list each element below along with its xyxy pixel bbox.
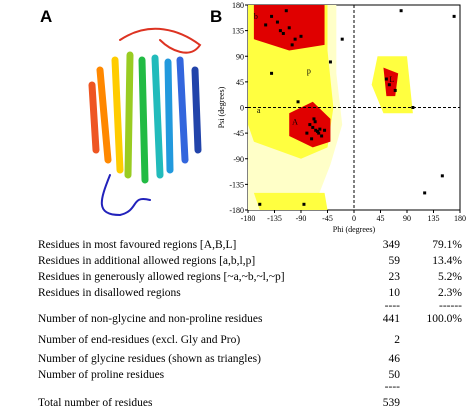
row-label: Number of end-residues (excl. Gly and Pr… bbox=[38, 334, 240, 346]
residue-point bbox=[302, 202, 306, 206]
residue-point bbox=[281, 31, 285, 35]
y-axis-label: Psi (degrees) bbox=[217, 86, 226, 128]
residue-point bbox=[284, 9, 288, 13]
row-label: Number of glycine residues (shown as tri… bbox=[38, 353, 261, 365]
row-percent: 2.3% bbox=[438, 287, 462, 299]
row-label: Total number of residues bbox=[38, 397, 153, 409]
x-tick-label: 135 bbox=[428, 214, 440, 223]
row-label: Residues in generously allowed regions [… bbox=[38, 271, 285, 283]
row-percent: ------ bbox=[439, 300, 462, 312]
row-count: 349 bbox=[383, 239, 401, 251]
residue-point bbox=[299, 34, 303, 38]
x-tick-label: 180 bbox=[454, 214, 466, 223]
residue-point bbox=[452, 14, 456, 18]
residue-point bbox=[318, 127, 322, 131]
panel-label: A bbox=[40, 7, 52, 26]
row-count: ---- bbox=[385, 381, 400, 393]
x-tick-label: -90 bbox=[296, 214, 307, 223]
row-label: Residues in additional allowed regions [… bbox=[38, 255, 255, 267]
row-count: 59 bbox=[389, 255, 401, 267]
row-percent: 13.4% bbox=[432, 255, 462, 267]
x-tick-label: 90 bbox=[403, 214, 411, 223]
residue-point bbox=[393, 88, 397, 92]
row-percent: 79.1% bbox=[432, 239, 462, 251]
residue-point bbox=[399, 9, 403, 13]
residue-point bbox=[296, 100, 300, 104]
y-tick-label: -180 bbox=[229, 206, 244, 215]
protein-structure bbox=[88, 27, 202, 217]
row-label: Number of proline residues bbox=[38, 369, 165, 381]
x-tick-label: -135 bbox=[267, 214, 282, 223]
residue-point bbox=[311, 125, 315, 129]
residue-point bbox=[278, 29, 282, 33]
residue-point bbox=[320, 134, 324, 138]
region-label: a bbox=[257, 106, 261, 115]
y-tick-label: 0 bbox=[240, 104, 244, 113]
y-tick-label: 135 bbox=[232, 27, 244, 36]
row-count: 441 bbox=[383, 313, 401, 325]
row-count: 539 bbox=[383, 397, 401, 409]
residue-point bbox=[328, 60, 332, 64]
residue-point bbox=[310, 137, 314, 141]
statistics-table: Residues in most favoured regions [A,B,L… bbox=[38, 239, 462, 409]
ramachandran-plot: b A La p -180 -135 -90 -45 0 45 90 135 180 -180 -135 -9… bbox=[217, 1, 466, 234]
residue-point bbox=[275, 20, 279, 24]
row-count: 46 bbox=[389, 353, 401, 365]
region-label: A bbox=[292, 118, 298, 127]
row-label: Number of non-glycine and non-proline re… bbox=[38, 313, 263, 325]
residue-point bbox=[314, 128, 318, 132]
residue-point bbox=[290, 43, 294, 47]
residue-point bbox=[387, 83, 391, 87]
row-count: 23 bbox=[389, 271, 401, 283]
row-count: 10 bbox=[389, 287, 401, 299]
residue-point bbox=[340, 37, 344, 41]
residue-point bbox=[305, 131, 309, 135]
x-tick-label: 0 bbox=[352, 214, 356, 223]
residue-point bbox=[317, 131, 321, 135]
residue-point bbox=[323, 128, 327, 132]
row-label: Residues in disallowed regions bbox=[38, 287, 181, 299]
y-tick-label: 90 bbox=[236, 52, 244, 61]
row-label: Residues in most favoured regions [A,B,L… bbox=[38, 239, 236, 251]
y-tick-label: 180 bbox=[232, 1, 244, 10]
residue-point bbox=[293, 37, 297, 41]
residue-point bbox=[308, 123, 312, 127]
y-tick-label: -90 bbox=[233, 155, 244, 164]
panel-label: B bbox=[210, 7, 222, 26]
residue-point bbox=[313, 120, 317, 124]
y-tick-label: -135 bbox=[229, 180, 244, 189]
x-tick-label: 45 bbox=[377, 214, 385, 223]
residue-point bbox=[258, 202, 262, 206]
residue-point bbox=[440, 174, 444, 178]
x-tick-label: -45 bbox=[322, 214, 333, 223]
allowed-region bbox=[253, 192, 328, 210]
row-percent: 5.2% bbox=[438, 271, 462, 283]
residue-point bbox=[423, 191, 427, 195]
residue-point bbox=[315, 129, 319, 133]
x-axis-label: Phi (degrees) bbox=[333, 225, 376, 234]
region-label: b bbox=[254, 12, 258, 21]
row-count: ---- bbox=[385, 300, 400, 312]
y-tick-label: -45 bbox=[233, 129, 244, 138]
row-count: 2 bbox=[394, 334, 400, 346]
region-label: L bbox=[389, 75, 394, 84]
residue-point bbox=[270, 71, 274, 75]
x-tick-label: -180 bbox=[241, 214, 256, 223]
row-count: 50 bbox=[389, 369, 401, 381]
residue-point bbox=[270, 14, 274, 18]
residue-point bbox=[384, 77, 388, 81]
residue-point bbox=[312, 117, 316, 121]
residue-point bbox=[287, 26, 291, 30]
residue-point bbox=[411, 106, 415, 109]
row-percent: 100.0% bbox=[427, 313, 463, 325]
residue-point bbox=[264, 23, 268, 27]
y-tick-label: 45 bbox=[236, 78, 244, 87]
region-label: p bbox=[307, 66, 311, 75]
